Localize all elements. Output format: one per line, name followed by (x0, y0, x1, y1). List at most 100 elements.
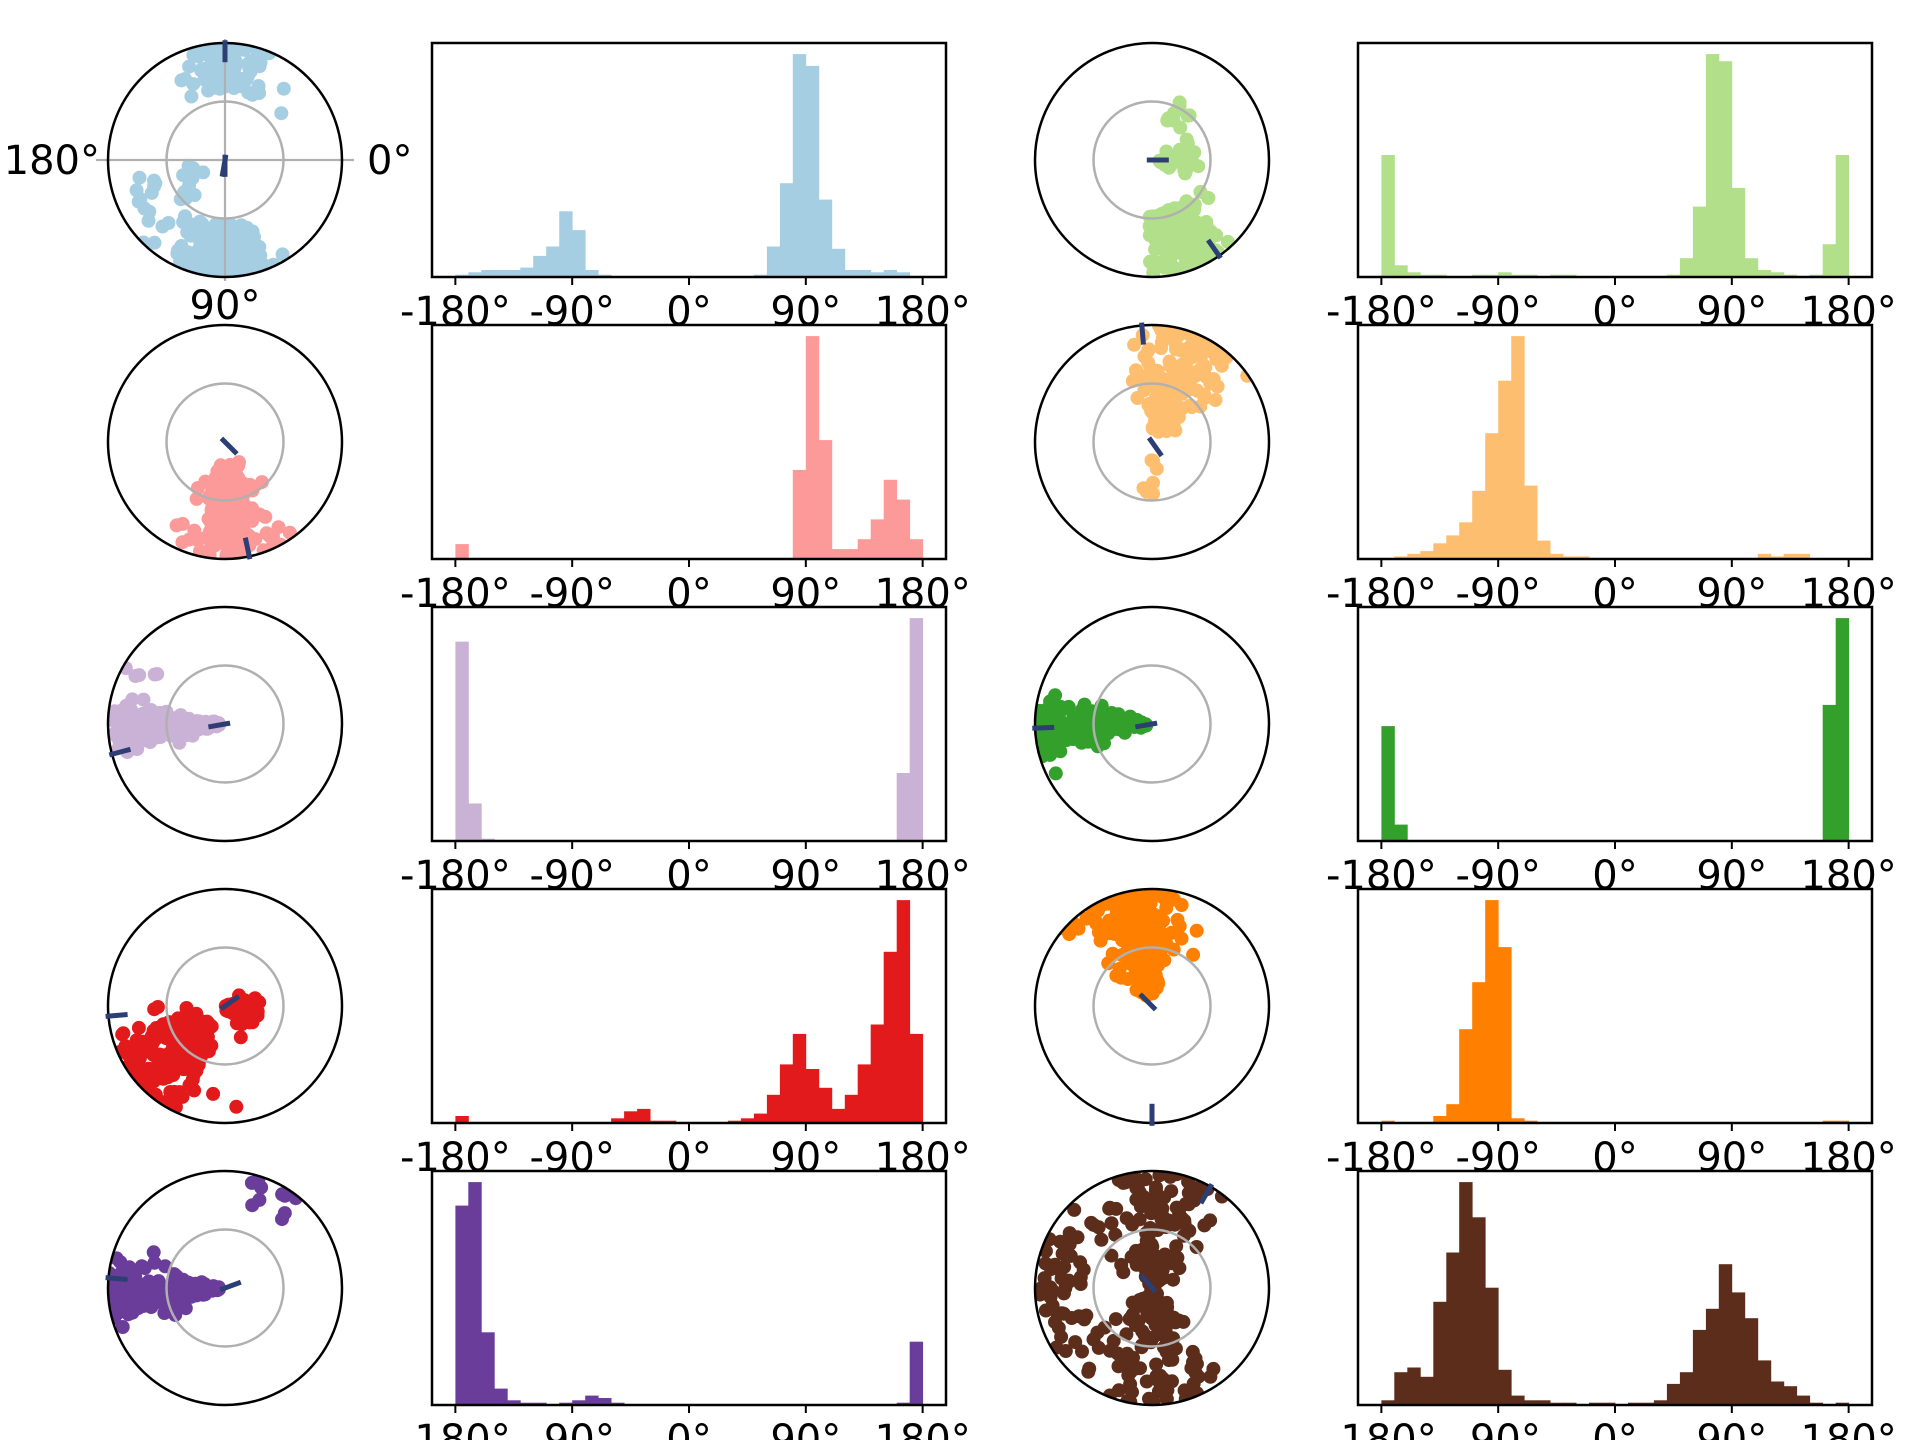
histogram-bar (1446, 1104, 1460, 1123)
x-tick-label: 180° (1800, 571, 1896, 617)
scatter-point (146, 1245, 161, 1260)
x-tick-label: 0° (666, 571, 711, 617)
histogram-bar (1472, 982, 1486, 1123)
scatter-point (136, 692, 151, 707)
scatter-point (1146, 1395, 1161, 1405)
histogram-5: -180° -90° 0° 90° 180° (400, 605, 971, 899)
scatter-point (1197, 1218, 1212, 1233)
histogram-bar (1511, 336, 1525, 559)
scatter-point (1177, 1383, 1192, 1398)
x-tick-label: 90° (770, 1417, 841, 1440)
scatter-point (1111, 1359, 1126, 1374)
scatter-point (1144, 1237, 1159, 1252)
scatter-point (1183, 342, 1198, 357)
mean-direction-mark (1198, 1182, 1215, 1205)
scatter-point (1132, 1212, 1147, 1227)
scatter-point (1130, 391, 1145, 405)
scatter-point (113, 1255, 128, 1270)
scatter-point (1173, 145, 1188, 160)
histogram-bar (1679, 1372, 1694, 1405)
scatter-point (205, 500, 220, 515)
scatter-point (1066, 732, 1080, 746)
x-tick-label: 0° (1592, 1135, 1637, 1181)
scatter-point (142, 1036, 157, 1051)
scatter-point (1154, 889, 1169, 899)
x-tick-label: 90° (1696, 571, 1767, 617)
scatter-point (182, 59, 197, 74)
polar-inner-ring (1092, 946, 1212, 1066)
histogram-bar (507, 270, 521, 277)
scatter-point (1071, 921, 1086, 936)
scatter-point (1169, 1239, 1184, 1254)
scatter-point (1176, 1228, 1191, 1243)
scatter-point (1044, 1262, 1058, 1277)
compass-label-0: 0° (367, 138, 412, 184)
mean-direction-mark (1134, 720, 1158, 730)
scatter-point (1179, 218, 1194, 233)
scatter-point (1102, 914, 1117, 929)
scatter-point (1094, 1232, 1109, 1247)
scatter-point (233, 1030, 248, 1045)
histogram-bar (1420, 551, 1434, 559)
scatter-point (1161, 111, 1176, 126)
scatter-points (108, 661, 226, 759)
histogram-bar (611, 1118, 625, 1123)
histogram-bar (909, 1341, 924, 1405)
scatter-point (1154, 227, 1169, 242)
histogram-bar (1731, 1292, 1746, 1405)
scatter-point (258, 509, 273, 524)
x-tick-label: -90° (530, 1417, 615, 1440)
polar-plot-9 (105, 1169, 344, 1407)
histogram-bar (818, 440, 833, 559)
x-tick-label: -90° (1456, 853, 1541, 899)
histogram-bar (909, 618, 924, 841)
histogram-frame (1356, 605, 1874, 843)
scatter-point (128, 1042, 143, 1056)
scatter-point (1156, 1270, 1171, 1285)
scatter-point (271, 520, 286, 535)
scatter-point (137, 1261, 152, 1276)
scatter-point (1147, 1291, 1162, 1306)
histogram-frame (1356, 323, 1874, 561)
scatter-point (137, 1070, 152, 1085)
scatter-point (259, 526, 274, 541)
scatter-point (178, 1301, 193, 1316)
scatter-point (1189, 1240, 1204, 1254)
histogram-bar (1394, 824, 1408, 841)
scatter-point (1170, 403, 1185, 418)
polar-plot-7 (105, 887, 344, 1125)
compass-label-90: 90° (190, 283, 261, 329)
histogram-bar (481, 270, 495, 277)
x-tick-label: -180° (1326, 853, 1437, 899)
histogram-bar (1757, 553, 1772, 559)
histogram-bar (585, 1395, 599, 1405)
scatter-point (1154, 341, 1168, 355)
scatter-point (1138, 1172, 1153, 1187)
x-tick-label: 90° (770, 571, 841, 617)
scatter-point (196, 165, 211, 180)
x-tick-label: 180° (1800, 853, 1896, 899)
scatter-point (185, 171, 200, 186)
scatter-point (1143, 892, 1158, 907)
x-tick-label: -90° (1456, 1135, 1541, 1181)
histogram-bar (805, 336, 820, 559)
scatter-point (213, 473, 228, 488)
polar-plot-10 (1033, 1169, 1271, 1407)
scatter-point (1188, 1351, 1203, 1366)
histogram-bar (1537, 540, 1551, 559)
histogram-bar (1705, 1308, 1720, 1405)
histogram-bar (1550, 553, 1564, 559)
scatter-point (131, 1020, 146, 1035)
scatter-point (1039, 1278, 1054, 1293)
histogram-bar (494, 270, 508, 277)
scatter-point (1208, 393, 1223, 407)
scatter-point (192, 46, 207, 61)
histogram-bar (1757, 1360, 1772, 1405)
scatter-point (1103, 926, 1118, 941)
scatter-point (249, 50, 264, 65)
scatter-point (1191, 1369, 1206, 1384)
x-tick-label: -90° (1456, 1417, 1541, 1440)
histogram-bar (585, 270, 599, 277)
x-tick-label: 90° (770, 289, 841, 335)
